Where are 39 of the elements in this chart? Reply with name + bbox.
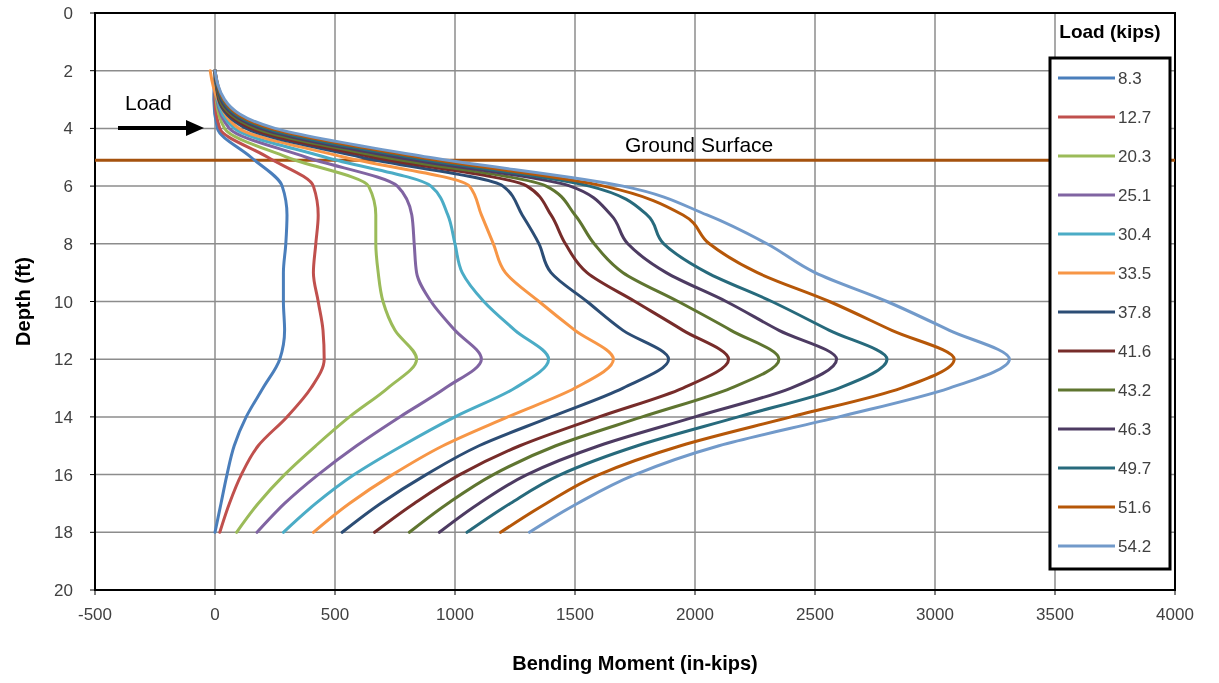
x-tick-label: 3500 xyxy=(1036,605,1074,624)
legend-label: 30.4 xyxy=(1118,225,1152,244)
y-axis-title: Depth (ft) xyxy=(12,257,34,346)
legend-label: 43.2 xyxy=(1118,381,1152,400)
legend-label: 25.1 xyxy=(1118,186,1152,205)
legend-label: 46.3 xyxy=(1118,420,1152,439)
legend-label: 37.8 xyxy=(1118,303,1152,322)
legend-label: 54.2 xyxy=(1118,537,1152,556)
x-tick-label: 4000 xyxy=(1156,605,1194,624)
y-tick-label: 4 xyxy=(63,119,73,139)
legend-title: Load (kips) xyxy=(1059,21,1161,42)
y-tick-label: 18 xyxy=(54,523,73,543)
x-tick-label: 3000 xyxy=(916,605,954,624)
legend-label: 12.7 xyxy=(1118,108,1152,127)
y-tick-label: 8 xyxy=(63,234,73,254)
x-tick-label: 500 xyxy=(320,605,350,624)
legend-label: 20.3 xyxy=(1118,147,1152,166)
y-tick-label: 20 xyxy=(54,581,73,600)
legend-label: 49.7 xyxy=(1118,459,1152,478)
ref-line-label: Ground Surface xyxy=(625,133,774,157)
x-tick-label: 1000 xyxy=(436,605,474,624)
x-tick-label: 1500 xyxy=(556,605,594,624)
y-tick-label: 12 xyxy=(54,350,73,370)
annotation: Load xyxy=(125,91,172,114)
x-axis-title: Bending Moment (in-kips) xyxy=(512,652,758,674)
y-tick-label: 10 xyxy=(54,292,73,312)
x-tick-label: 2500 xyxy=(796,605,834,624)
x-tick-label: 2000 xyxy=(676,605,714,624)
legend-label: 41.6 xyxy=(1118,342,1152,361)
legend-label: 51.6 xyxy=(1118,498,1152,517)
x-tick-label: 0 xyxy=(210,605,220,624)
y-tick-label: 16 xyxy=(54,465,73,485)
x-tick-label: -500 xyxy=(77,605,113,624)
y-tick-label: 0 xyxy=(63,4,73,23)
legend-label: 33.5 xyxy=(1118,264,1152,283)
y-tick-label: 2 xyxy=(63,61,73,81)
y-tick-label: 14 xyxy=(54,407,73,427)
y-tick-label: 6 xyxy=(63,177,73,197)
legend-label: 8.3 xyxy=(1118,69,1142,88)
